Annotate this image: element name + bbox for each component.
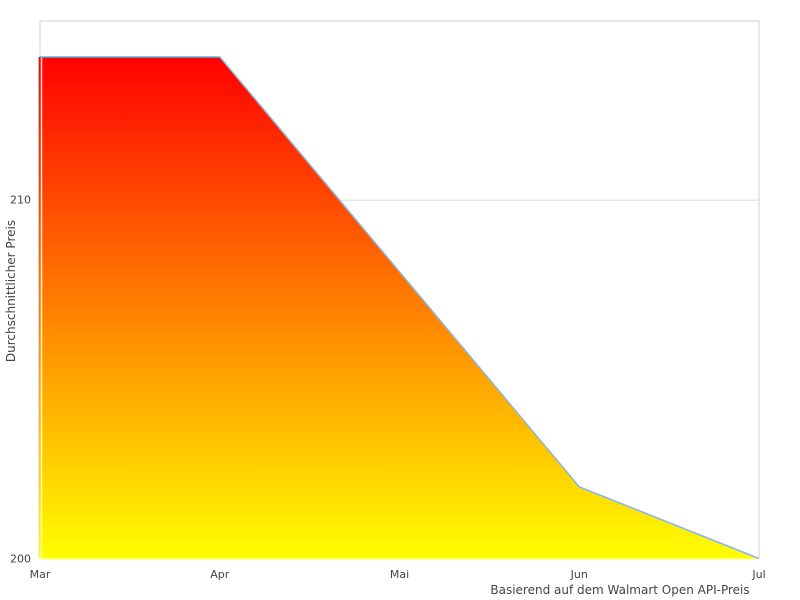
x-tick-label-mar: Mar <box>29 568 51 581</box>
series-line <box>40 56 760 560</box>
x-tick-label-jun: Jun <box>570 568 588 581</box>
x-tick-label-apr: Apr <box>210 568 230 581</box>
y-tick-label-200: 200 <box>10 552 31 565</box>
x-tick-label-jul: Jul <box>752 568 766 581</box>
x-tick-label-mai: Mai <box>389 568 410 581</box>
x-axis-title: Basierend auf dem Walmart Open API-Preis <box>490 583 750 597</box>
y-axis-title: Durchschnittlicher Preis <box>4 219 18 363</box>
y-tick-label-210: 210 <box>10 193 31 207</box>
area-fill <box>38 56 760 559</box>
